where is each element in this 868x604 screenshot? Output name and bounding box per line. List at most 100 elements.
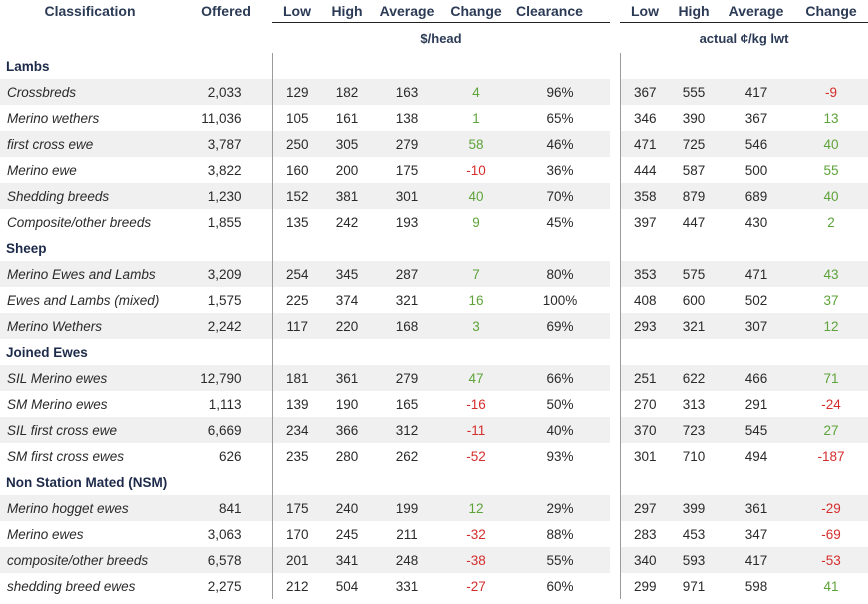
row-clearance: 66% (510, 365, 610, 391)
row-clearance: 29% (510, 495, 610, 521)
row-classification: composite/other breeds (0, 547, 180, 573)
row-high-kg: 593 (670, 547, 718, 573)
group-header: Lambs (0, 53, 868, 79)
row-low: 117 (271, 313, 322, 339)
row-low: 254 (271, 261, 322, 287)
row-offered: 841 (180, 495, 272, 521)
row-clearance: 100% (542, 292, 578, 308)
row-change: 47 (442, 365, 510, 391)
row-clearance: 55% (510, 547, 610, 573)
row-average-kg: 494 (744, 448, 768, 464)
row-average: 193 (395, 214, 419, 230)
row-classification: Merino Ewes and Lambs (0, 261, 180, 287)
row-offered: 6,669 (180, 417, 272, 443)
row-change-kg: 40 (794, 183, 868, 209)
row-low: 135 (271, 209, 322, 235)
row-change-kg: 40 (794, 131, 868, 157)
row-clearance: 40% (510, 417, 610, 443)
row-change: -32 (466, 526, 486, 542)
row-average-kg: 307 (718, 313, 794, 339)
row-change-kg: 41 (823, 578, 839, 594)
row-offered: 3,787 (180, 131, 272, 157)
row-change-kg: 27 (794, 417, 868, 443)
row-low-kg: 397 (619, 209, 670, 235)
row-low: 129 (271, 79, 322, 105)
row-change: -10 (466, 162, 486, 178)
row-high: 190 (335, 396, 359, 412)
row-change-kg: 2 (827, 214, 835, 230)
row-low: 234 (271, 417, 322, 443)
row-classification: first cross ewe (0, 131, 180, 157)
row-low-kg: 340 (619, 547, 670, 573)
row-average: 165 (395, 396, 419, 412)
row-low-kg: 301 (619, 443, 670, 469)
row-classification: SM first cross ewes (7, 448, 125, 464)
row-high: 381 (322, 183, 372, 209)
group-title: Lambs (6, 58, 50, 74)
row-average-kg: 471 (718, 261, 794, 287)
row-low-kg: 408 (619, 287, 670, 313)
row-high: 182 (322, 79, 372, 105)
table-row: SM Merino ewes 1,113 139 190 165 -16 50% 270 313… (0, 391, 868, 417)
row-offered: 626 (218, 448, 242, 464)
row-average: 248 (372, 547, 442, 573)
table-row: Crossbreds 2,033 129 182 163 4 96% 367 555 417 -9 (0, 79, 868, 105)
table-row: Merino wethers 11,036 105 161 138 1 65% 346 390 3… (0, 105, 868, 131)
row-low-kg: 297 (619, 495, 670, 521)
row-clearance: 60% (546, 578, 574, 594)
row-low-kg: 358 (619, 183, 670, 209)
row-change: -27 (466, 578, 486, 594)
row-high-kg: 313 (682, 396, 706, 412)
group-title: Non Station Mated (NSM) (6, 474, 168, 490)
table-row: Ewes and Lambs (mixed) 1,575 225 374 321 16 10… (0, 287, 868, 313)
row-offered: 12,790 (180, 365, 272, 391)
row-average-kg: 598 (744, 578, 768, 594)
table-row: first cross ewe 3,787 250 305 279 58 46% 471 725… (0, 131, 868, 157)
row-low: 170 (271, 521, 322, 547)
row-high: 504 (335, 578, 359, 594)
row-average-kg: 500 (744, 162, 768, 178)
row-classification: SM Merino ewes (7, 396, 108, 412)
row-high: 242 (335, 214, 359, 230)
row-change: 40 (442, 183, 510, 209)
row-average: 163 (372, 79, 442, 105)
row-classification: Merino ewe (7, 162, 77, 178)
table-row: SIL first cross ewe 6,669 234 366 312 -11 40% 3… (0, 417, 868, 443)
row-classification: Composite/other breeds (7, 214, 152, 230)
row-change: 16 (468, 292, 484, 308)
row-high-kg: 390 (682, 110, 706, 126)
row-low: 160 (271, 157, 322, 183)
row-low: 212 (271, 573, 322, 599)
row-high: 366 (322, 417, 372, 443)
table-row: Merino Ewes and Lambs 3,209 254 345 287 7 80% 3… (0, 261, 868, 287)
row-clearance: 93% (546, 448, 574, 464)
table-row: Merino hogget ewes 841 175 240 199 12 29% 297 39… (0, 495, 868, 521)
row-low: 225 (271, 287, 322, 313)
row-low-kg: 353 (619, 261, 670, 287)
row-average-kg: 545 (718, 417, 794, 443)
row-classification: shedding breed ewes (7, 578, 136, 594)
row-clearance: 65% (546, 110, 574, 126)
table-body: Lambs Crossbreds 2,033 129 182 163 4 96% 367 555 4… (0, 53, 868, 599)
row-low: 250 (271, 131, 322, 157)
group-title: Joined Ewes (6, 344, 88, 360)
row-average-kg: 502 (744, 292, 768, 308)
row-clearance: 69% (510, 313, 610, 339)
row-average: 312 (372, 417, 442, 443)
header-low-kg: Low (631, 3, 659, 19)
row-classification: Shedding breeds (0, 183, 180, 209)
row-change-kg: -69 (821, 526, 841, 542)
row-classification: Merino wethers (7, 110, 100, 126)
row-classification: Merino Wethers (0, 313, 180, 339)
header-offered: Offered (201, 3, 251, 20)
header-high: High (331, 3, 363, 19)
row-high-kg: 971 (682, 578, 706, 594)
row-high: 305 (322, 131, 372, 157)
row-offered: 3,063 (207, 526, 242, 542)
row-classification: Ewes and Lambs (mixed) (7, 292, 160, 308)
row-average: 321 (395, 292, 419, 308)
row-change: -16 (466, 396, 486, 412)
row-offered: 2,275 (207, 578, 242, 594)
table-row: composite/other breeds 6,578 201 341 248 -38 5… (0, 547, 868, 573)
row-offered: 2,033 (180, 79, 272, 105)
